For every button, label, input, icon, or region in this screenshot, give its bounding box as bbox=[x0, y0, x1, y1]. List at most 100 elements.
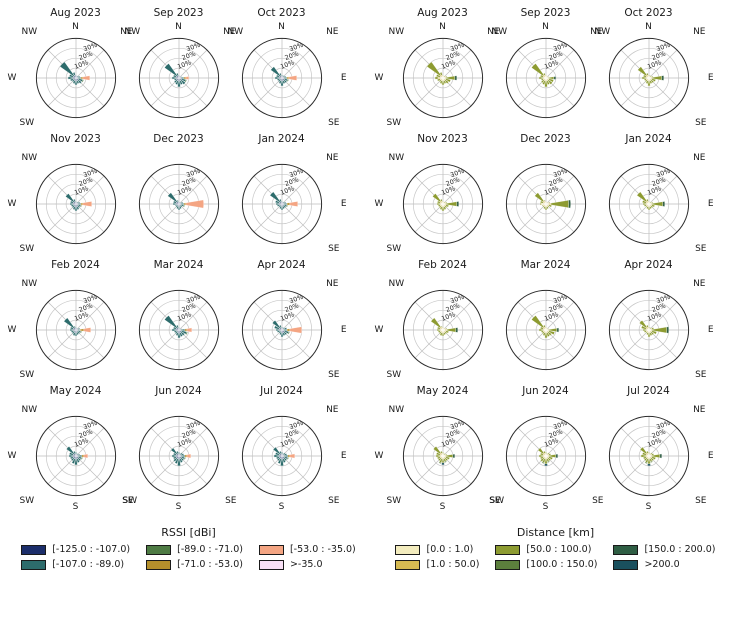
petal-segment bbox=[546, 460, 550, 463]
rose-area: 10% 20% 30% NW NE W SW bbox=[375, 27, 500, 128]
compass-label-sw: SW bbox=[122, 496, 138, 506]
petal-segment bbox=[439, 80, 443, 84]
rose-area: 10% 20% 30% NW NE bbox=[492, 27, 603, 123]
compass-label-ne: NE bbox=[326, 405, 339, 415]
legend-column: [-89.0 : -71.0) [-71.0 : -53.0) bbox=[146, 544, 243, 570]
subplot-title: May 2024 bbox=[49, 385, 102, 397]
compass-label-ne: NE bbox=[693, 153, 706, 163]
petal-segment bbox=[280, 326, 283, 329]
radial-tick-label: 10% bbox=[543, 311, 559, 322]
petal-segment bbox=[283, 457, 287, 462]
windrose-chart-oct-2023-distance: 10%20%30% bbox=[608, 37, 689, 119]
petal-segment bbox=[642, 456, 647, 460]
petal-segment bbox=[76, 75, 79, 78]
petal-segment bbox=[547, 201, 550, 204]
petal-segment bbox=[444, 75, 447, 78]
petal-segment bbox=[70, 457, 74, 462]
compass-label-se: SE bbox=[695, 496, 707, 506]
radial-tick-label: 20% bbox=[284, 303, 300, 314]
petal-segment bbox=[647, 200, 650, 203]
subplot-title: Jul 2024 bbox=[260, 385, 303, 397]
petal-segment bbox=[650, 204, 655, 208]
windrose-chart-feb-2024-distance: 10%20%30% bbox=[402, 289, 483, 371]
compass-label-ne: NE bbox=[326, 153, 339, 163]
petal-segment bbox=[435, 74, 441, 78]
petal-segment bbox=[441, 80, 444, 86]
spoke-line bbox=[620, 77, 649, 107]
rose-area: 10% 20% 30% NW NE E SE bbox=[595, 27, 714, 128]
outer-circle bbox=[241, 415, 322, 497]
spoke-line bbox=[620, 203, 649, 233]
petal-segment bbox=[539, 456, 544, 460]
spoke-line bbox=[75, 455, 104, 485]
subplot-title: Apr 2024 bbox=[624, 259, 673, 271]
petal-segment bbox=[440, 462, 445, 466]
petal-segment bbox=[176, 458, 181, 467]
compass-label-n: N bbox=[542, 22, 549, 32]
petal-segment bbox=[171, 454, 176, 458]
rose-area: 10% 20% 30% NE E SE bbox=[237, 405, 347, 506]
subplot-jul-2024-distance: Jul 2024 10% 20% 30% NE E SE S bbox=[597, 384, 714, 513]
radial-tick-label: 10% bbox=[440, 437, 456, 448]
radial-tick-label: 20% bbox=[78, 51, 94, 62]
petal-segment bbox=[286, 328, 290, 332]
compass-label-ne: NE bbox=[693, 405, 706, 415]
petal-segment bbox=[544, 74, 547, 77]
petal-segment bbox=[282, 327, 285, 330]
subplot-title: Feb 2024 bbox=[418, 259, 467, 271]
compass-label-nw: NW bbox=[388, 405, 405, 415]
petal-segment bbox=[444, 330, 449, 334]
spoke-line bbox=[545, 175, 574, 205]
rose-area: 10% 20% 30% NW W SW bbox=[8, 279, 121, 380]
petal-segment bbox=[280, 332, 283, 338]
petal-segment bbox=[70, 330, 75, 333]
petal-segment bbox=[184, 454, 187, 458]
petal-segment bbox=[73, 325, 76, 329]
legend-label: [1.0 : 50.0) bbox=[426, 559, 480, 570]
spoke-line bbox=[648, 203, 677, 233]
legend-column: [-53.0 : -35.0) >-35.0 bbox=[258, 544, 356, 570]
radial-tick-label: 10% bbox=[440, 185, 456, 196]
radial-tick-label: 30% bbox=[655, 420, 671, 431]
petal-segment bbox=[649, 75, 652, 78]
petal-segment bbox=[282, 453, 287, 456]
rose-area: 10% 20% 30% NW NE E SE bbox=[228, 27, 347, 128]
legend-column: [50.0 : 100.0) [100.0 : 150.0) bbox=[495, 544, 597, 570]
petal-segment bbox=[172, 200, 177, 204]
petal-segment bbox=[636, 66, 647, 76]
petal-segment bbox=[281, 74, 284, 77]
petal-segment bbox=[547, 456, 553, 460]
subplot-nov-2023-rssi: Nov 2023 10% 20% 30% NW W SW bbox=[8, 132, 127, 254]
compass-label-sw: SW bbox=[489, 496, 505, 506]
petal-segment bbox=[436, 200, 441, 204]
spoke-line bbox=[150, 329, 179, 359]
radial-tick-label: 10% bbox=[440, 311, 456, 322]
petal-segment bbox=[647, 332, 650, 338]
compass-label-w: W bbox=[374, 73, 384, 83]
rose-area: 10% 20% 30% NW W SW bbox=[375, 153, 488, 254]
petal-segment bbox=[650, 78, 656, 82]
subplot-mar-2024-rssi: Mar 2024 10% 20% 30% bbox=[127, 258, 230, 375]
subplot-title: Oct 2023 bbox=[624, 7, 673, 19]
radial-tick-label: 30% bbox=[185, 42, 201, 53]
petal-segment bbox=[547, 79, 553, 85]
petal-segment bbox=[439, 450, 443, 454]
petal-segment bbox=[547, 457, 551, 462]
petal-segment bbox=[286, 202, 290, 206]
radial-tick-label: 30% bbox=[288, 42, 304, 53]
compass-label-nw: NW bbox=[388, 153, 405, 163]
subplot-title: Mar 2024 bbox=[520, 259, 571, 271]
petal-segment bbox=[278, 72, 282, 77]
petal-segment bbox=[172, 202, 176, 206]
compass-label-se: SE bbox=[328, 244, 340, 254]
petal-segment bbox=[439, 198, 443, 202]
petal-segment bbox=[72, 450, 76, 455]
petal-segment bbox=[172, 452, 177, 456]
petal-segment bbox=[184, 79, 187, 83]
petal-segment bbox=[540, 330, 544, 333]
petal-segment bbox=[75, 80, 79, 84]
windrose-chart-nov-2023-distance: 10%20%30% bbox=[402, 163, 483, 245]
legend-label: [150.0 : 200.0) bbox=[644, 544, 716, 555]
petal-segment bbox=[645, 206, 649, 210]
subplot-title: Sep 2023 bbox=[153, 7, 204, 19]
